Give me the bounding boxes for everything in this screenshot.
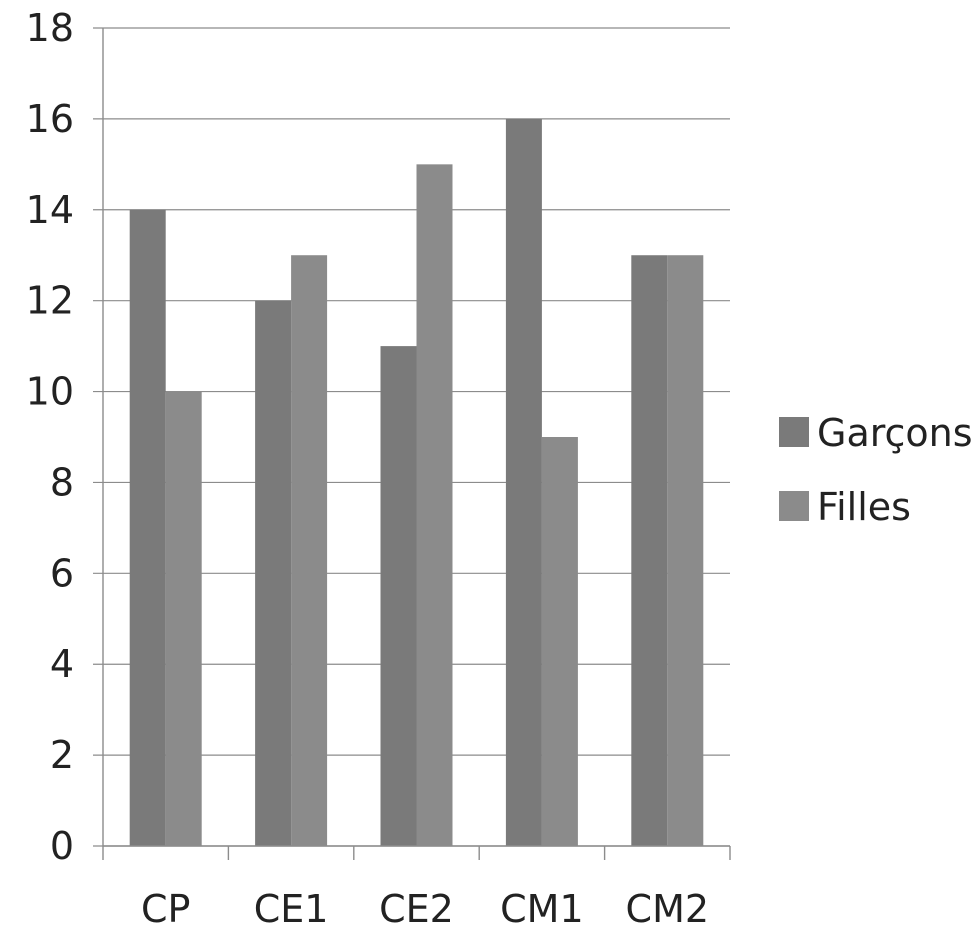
legend: Garçons Filles [779, 411, 973, 529]
bar-filles-cm2 [667, 255, 704, 846]
legend-label-filles: Filles [817, 485, 911, 529]
x-tick-labels: CP CE1 CE2 CM1 CM2 [141, 887, 709, 926]
bar-filles-cp [165, 391, 202, 846]
y-tick-label-12: 12 [26, 279, 74, 323]
x-tick-label-cm1: CM1 [500, 887, 584, 926]
y-tick-label-6: 6 [50, 551, 74, 595]
bar-garons-cp [129, 209, 166, 846]
bar-garons-cm1 [505, 118, 542, 846]
x-tick-label-ce2: CE2 [379, 887, 454, 926]
bar-garons-ce1 [255, 300, 292, 847]
bar-filles-ce1 [291, 255, 328, 846]
y-tick-label-2: 2 [50, 733, 74, 777]
bar-filles-ce2 [416, 164, 453, 847]
x-tick-label-ce1: CE1 [254, 887, 329, 926]
y-tick-label-16: 16 [26, 97, 74, 141]
bars [129, 118, 704, 847]
y-tick-label-10: 10 [26, 370, 74, 414]
legend-label-garcons: Garçons [817, 411, 973, 455]
bar-garons-ce2 [380, 346, 417, 846]
y-tick-label-8: 8 [50, 460, 74, 504]
bar-garons-cm2 [631, 255, 668, 846]
y-tick-label-4: 4 [50, 642, 74, 686]
x-tick-label-cp: CP [141, 887, 190, 926]
bar-filles-cm1 [541, 437, 578, 846]
y-tick-label-0: 0 [50, 824, 74, 868]
y-tick-label-14: 14 [26, 188, 74, 232]
axes [102, 28, 731, 860]
y-tick-labels: 0 2 4 6 8 10 12 14 16 18 [26, 6, 74, 868]
legend-swatch-filles [779, 491, 809, 521]
y-tick-label-18: 18 [26, 6, 74, 50]
legend-swatch-garcons [779, 417, 809, 447]
x-tick-label-cm2: CM2 [626, 887, 710, 926]
